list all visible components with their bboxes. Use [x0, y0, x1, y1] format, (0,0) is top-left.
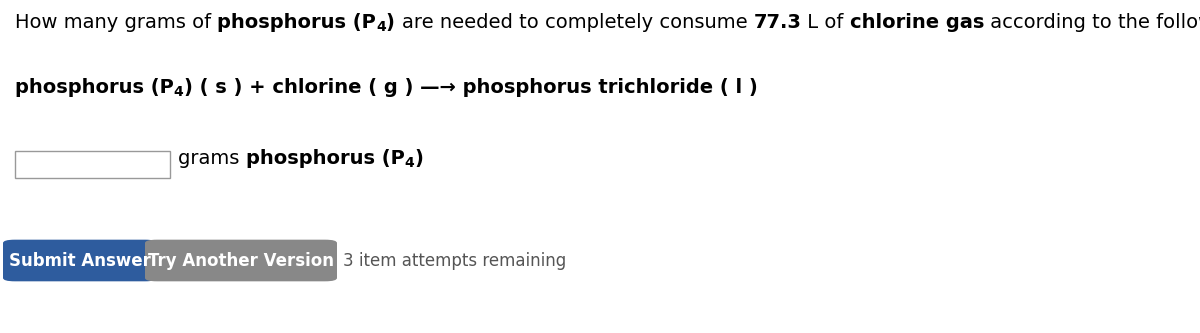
Text: L of: L of	[802, 13, 850, 32]
Text: phosphorus (P: phosphorus (P	[217, 13, 376, 32]
Text: ): )	[386, 13, 402, 32]
Text: grams: grams	[178, 149, 246, 168]
Text: ) ( s ) + chlorine ( g ) —→ phosphorus trichloride ( l ): ) ( s ) + chlorine ( g ) —→ phosphorus t…	[184, 78, 757, 97]
Text: 4: 4	[376, 20, 386, 34]
Text: phosphorus (P: phosphorus (P	[246, 149, 404, 168]
Text: 4: 4	[404, 156, 414, 170]
Text: according to the following reaction at 25 °C and 1 atm?: according to the following reaction at 2…	[984, 13, 1200, 32]
Text: 3 item attempts remaining: 3 item attempts remaining	[343, 251, 566, 269]
Text: How many grams of: How many grams of	[14, 13, 217, 32]
Text: chlorine gas: chlorine gas	[850, 13, 984, 32]
Text: ): )	[414, 149, 424, 168]
Text: 77.3: 77.3	[754, 13, 802, 32]
Text: are needed to completely consume: are needed to completely consume	[402, 13, 754, 32]
Text: Try Another Version: Try Another Version	[148, 251, 334, 269]
Text: phosphorus (P: phosphorus (P	[14, 78, 174, 97]
Text: 4: 4	[174, 85, 184, 99]
Text: Submit Answer: Submit Answer	[10, 251, 151, 269]
